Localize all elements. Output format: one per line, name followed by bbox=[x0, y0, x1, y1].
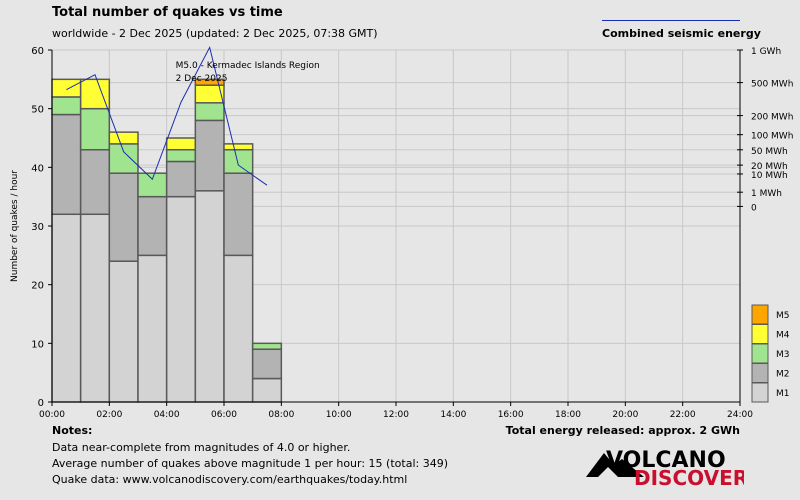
legend-label-m4: M4 bbox=[776, 331, 790, 341]
bar-m1 bbox=[108, 260, 139, 403]
bar-m2 bbox=[108, 172, 139, 262]
y-tick-label: 40 bbox=[31, 163, 44, 174]
x-tick-label: 00:00 bbox=[39, 410, 65, 420]
annotation-event: M5.0 - Kermadec Islands Region bbox=[176, 61, 320, 71]
notes-heading: Notes: bbox=[52, 424, 93, 437]
bar-m2 bbox=[137, 195, 168, 257]
energy-line bbox=[66, 46, 268, 186]
y-tick-label: 30 bbox=[31, 222, 44, 233]
legend-label-m3: M3 bbox=[776, 350, 790, 360]
legend-label-m2: M2 bbox=[776, 370, 790, 380]
x-tick-label: 06:00 bbox=[211, 410, 237, 420]
note-line-3: Quake data: www.volcanodiscovery.com/ear… bbox=[52, 473, 408, 486]
energy-tick-label: 10 MWh bbox=[751, 171, 788, 181]
bar-m3 bbox=[251, 342, 283, 350]
energy-legend-line bbox=[602, 20, 740, 21]
bar-m1 bbox=[251, 377, 283, 403]
chart-title: Total number of quakes vs time bbox=[52, 5, 283, 20]
bar-m1 bbox=[137, 254, 168, 403]
bar-m3 bbox=[108, 143, 139, 174]
legend-label-m1: M1 bbox=[776, 389, 790, 399]
legend-swatch-m4 bbox=[751, 324, 769, 344]
bar-m1 bbox=[51, 213, 82, 403]
y-tick-label: 20 bbox=[31, 281, 44, 292]
chart-subtitle: worldwide - 2 Dec 2025 (updated: 2 Dec 2… bbox=[52, 27, 378, 40]
y-tick-label: 10 bbox=[31, 339, 44, 350]
y-tick-label: 0 bbox=[38, 398, 44, 409]
bar-m2 bbox=[51, 113, 82, 216]
bar-m1 bbox=[79, 213, 111, 403]
legend-swatch-m1 bbox=[751, 382, 769, 403]
bar-m1 bbox=[165, 195, 197, 403]
note-line-1: Data near-complete from magnitudes of 4.… bbox=[52, 441, 351, 454]
bar-m1 bbox=[194, 190, 225, 403]
bar-m3 bbox=[51, 96, 82, 116]
x-tick-label: 16:00 bbox=[498, 410, 524, 420]
bar-m3 bbox=[137, 172, 168, 198]
bar-m2 bbox=[251, 348, 283, 380]
quakes-chart: 0 10 20 30 40 50 60 Number of quakes / hour 00:0… bbox=[10, 46, 793, 420]
y-tick-label: 50 bbox=[31, 105, 44, 116]
bar-series bbox=[51, 78, 283, 403]
energy-tick-label: 200 MWh bbox=[751, 113, 793, 123]
energy-tick-label: 0 bbox=[751, 203, 757, 213]
energy-tick-label: 1 GWh bbox=[751, 47, 781, 57]
bar-m1 bbox=[223, 254, 254, 403]
x-tick-label: 04:00 bbox=[154, 410, 180, 420]
bar-m4 bbox=[108, 131, 139, 145]
annotation-group: M5.0 - Kermadec Islands Region 2 Dec 2025 bbox=[176, 61, 320, 84]
energy-tick-label: 20 MWh bbox=[751, 162, 788, 172]
legend-label-m5: M5 bbox=[776, 311, 790, 321]
energy-tick-label: 100 MWh bbox=[751, 132, 793, 142]
bar-m4 bbox=[223, 143, 254, 151]
bar-m4 bbox=[165, 137, 197, 151]
magnitude-legend: M5 M4 M3 M2 M1 bbox=[751, 304, 790, 403]
bar-m2 bbox=[165, 160, 197, 198]
energy-total: Total energy released: approx. 2 GWh bbox=[505, 424, 740, 437]
bar-m4 bbox=[79, 78, 111, 110]
bar-m3 bbox=[79, 107, 111, 151]
bar-m3 bbox=[194, 102, 225, 122]
energy-tick-label: 500 MWh bbox=[751, 80, 793, 90]
bar-m2 bbox=[79, 148, 111, 216]
energy-tick-label: 50 MWh bbox=[751, 147, 788, 157]
annotation-date: 2 Dec 2025 bbox=[176, 74, 228, 84]
x-tick-label: 20:00 bbox=[612, 410, 638, 420]
volcanodiscovery-logo: VOLCANO DISCOVERY bbox=[586, 448, 744, 489]
x-tick-label: 22:00 bbox=[670, 410, 696, 420]
energy-legend-label: Combined seismic energy bbox=[602, 27, 761, 40]
x-tick-label: 02:00 bbox=[96, 410, 122, 420]
bar-m4 bbox=[51, 78, 82, 98]
legend-swatch-m3 bbox=[751, 343, 769, 364]
x-tick-label: 18:00 bbox=[555, 410, 581, 420]
legend-swatch-m2 bbox=[751, 363, 769, 383]
x-tick-label: 08:00 bbox=[268, 410, 294, 420]
x-tick-label: 10:00 bbox=[326, 410, 352, 420]
x-tick-label: 14:00 bbox=[440, 410, 466, 420]
energy-tick-label: 1 MWh bbox=[751, 189, 782, 199]
logo-word-2: DISCOVERY bbox=[634, 466, 744, 489]
bar-m2 bbox=[223, 172, 254, 257]
x-tick-label: 12:00 bbox=[383, 410, 409, 420]
legend-swatch-m5 bbox=[751, 304, 769, 325]
bar-m3 bbox=[165, 148, 197, 163]
x-tick-label: 24:00 bbox=[727, 410, 753, 420]
bar-m2 bbox=[194, 119, 225, 192]
y-axis-label: Number of quakes / hour bbox=[10, 170, 20, 282]
bar-m3 bbox=[223, 148, 254, 174]
axes: 0 10 20 30 40 50 60 Number of quakes / hour 00:0… bbox=[10, 46, 793, 420]
logo-word-1: VOLCANO bbox=[606, 448, 726, 473]
energy-line-group bbox=[66, 46, 268, 186]
bar-m5 bbox=[194, 78, 225, 86]
y-tick-label: 60 bbox=[31, 46, 44, 57]
note-line-2: Average number of quakes above magnitude… bbox=[52, 457, 448, 470]
